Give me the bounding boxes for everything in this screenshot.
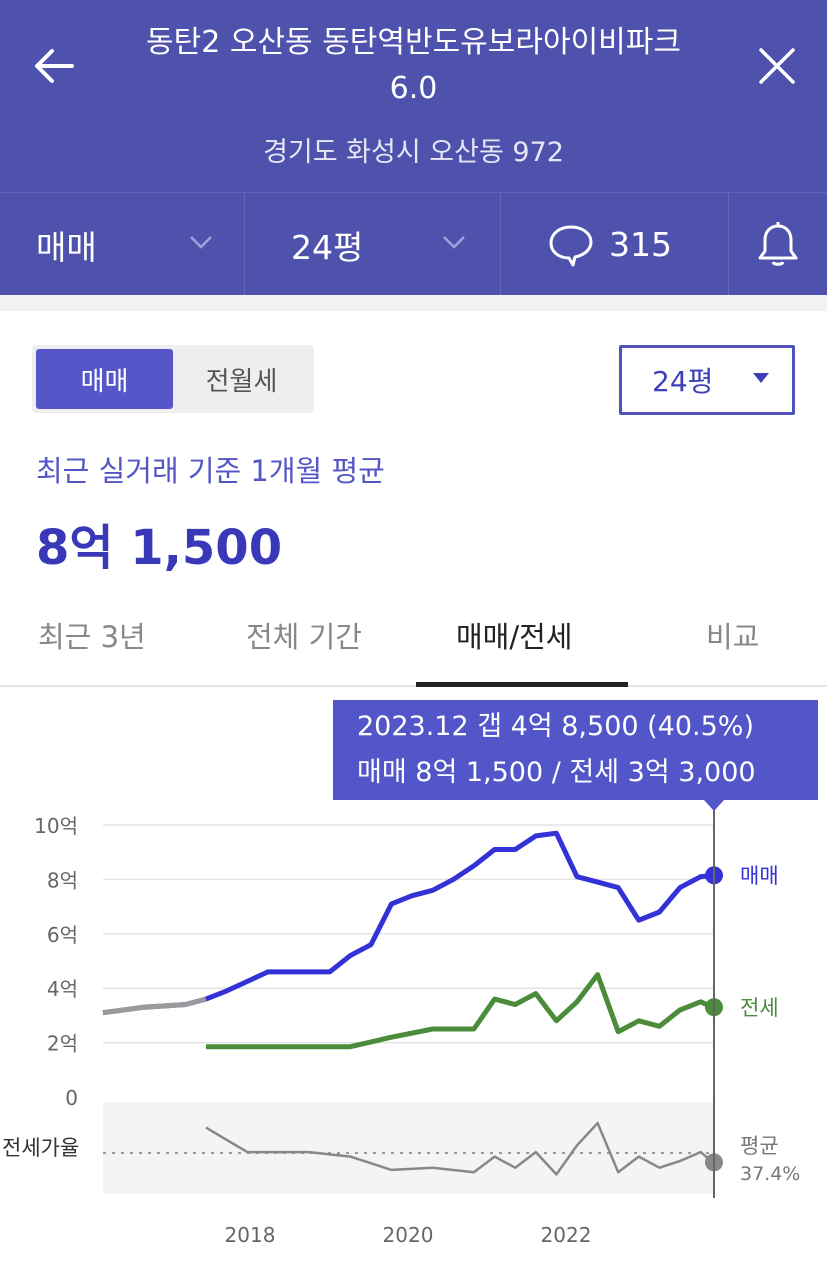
notification-button[interactable]: [728, 193, 827, 296]
trade-type-label: 매매: [36, 227, 97, 267]
caret-down-icon: [753, 373, 769, 383]
legend-avg-pct: 37.4%: [740, 1163, 800, 1185]
toggle-sale[interactable]: 매매: [36, 349, 173, 409]
tab-compare[interactable]: 비교: [706, 620, 760, 654]
legend-sale: 매매: [740, 864, 779, 888]
tooltip-pointer: [704, 800, 724, 811]
size-select-value: 24평: [652, 365, 714, 398]
tooltip-line2: 매매 8억 1,500 / 전세 3억 3,000: [357, 757, 756, 788]
title-line2: 6.0: [389, 71, 438, 106]
y-tick-label: 4억: [47, 977, 78, 1001]
x-tick-label: 2018: [225, 1223, 276, 1247]
legend-rent: 전세: [740, 996, 779, 1020]
close-icon[interactable]: [751, 40, 803, 92]
sale-pre-period-line: [102, 996, 207, 1016]
y-tick-label: 0: [65, 1086, 78, 1110]
speech-bubble-icon: [549, 225, 593, 266]
app-header: 동탄2 오산동 동탄역반도유보라아이비파크 6.0 경기도 화성시 오산동 97…: [0, 0, 827, 192]
sale-series-line: [102, 830, 714, 1016]
tab-sale-rent[interactable]: 매매/전세: [456, 620, 573, 654]
y-tick-label: 6억: [47, 923, 78, 947]
x-tick-label: 2022: [541, 1223, 592, 1247]
filter-bar: 매매 24평 315: [0, 192, 827, 296]
area-dropdown[interactable]: 24평: [244, 193, 500, 296]
tab-all-period[interactable]: 전체 기간: [246, 620, 362, 654]
comment-count: 315: [609, 225, 672, 264]
section-divider: [0, 295, 827, 311]
y-tick-label: 10억: [34, 814, 78, 838]
y-tick-label: 8억: [47, 868, 78, 892]
back-arrow-icon[interactable]: [28, 40, 80, 92]
ratio-band: [103, 1102, 713, 1194]
y-axis-ticks: 10억 8억 6억 4억 2억 0: [34, 814, 78, 1110]
sale-rent-toggle: 매매 전월세: [32, 345, 314, 413]
tab-recent-3y[interactable]: 최근 3년: [38, 620, 146, 654]
page-title: 동탄2 오산동 동탄역반도유보라아이비파크 6.0: [100, 20, 727, 112]
trade-type-dropdown[interactable]: 매매: [0, 193, 244, 296]
chevron-down-icon: [190, 236, 212, 249]
area-label: 24평: [291, 227, 364, 267]
y-tick-label: 2억: [47, 1032, 78, 1056]
chart-grid: [103, 824, 713, 1044]
comments-button[interactable]: 315: [500, 193, 728, 296]
tooltip-line1: 2023.12 갭 4억 8,500 (40.5%): [357, 711, 754, 742]
x-axis-ticks: 2018 2020 2022: [225, 1223, 592, 1247]
legend-avg: 평균: [740, 1134, 779, 1158]
active-tab-indicator: [416, 682, 628, 687]
title-line1: 동탄2 오산동 동탄역반도유보라아이비파크: [146, 25, 681, 60]
ratio-series-line: [205, 1121, 714, 1176]
size-select[interactable]: 24평: [619, 345, 795, 415]
toggle-rent[interactable]: 전월세: [205, 366, 278, 397]
average-label: 최근 실거래 기준 1개월 평균: [36, 454, 385, 488]
bell-icon: [758, 221, 798, 266]
chevron-down-icon: [443, 236, 465, 249]
rent-series-line: [206, 972, 714, 1050]
address: 경기도 화성시 오산동 972: [263, 137, 564, 168]
period-tabs: 최근 3년 전체 기간 매매/전세 비교: [0, 600, 827, 687]
ratio-axis-label: 전세가율: [2, 1136, 79, 1160]
chart-tooltip: 2023.12 갭 4억 8,500 (40.5%) 매매 8억 1,500 /…: [333, 700, 818, 800]
average-price: 8억 1,500: [36, 520, 283, 576]
x-tick-label: 2020: [383, 1223, 434, 1247]
